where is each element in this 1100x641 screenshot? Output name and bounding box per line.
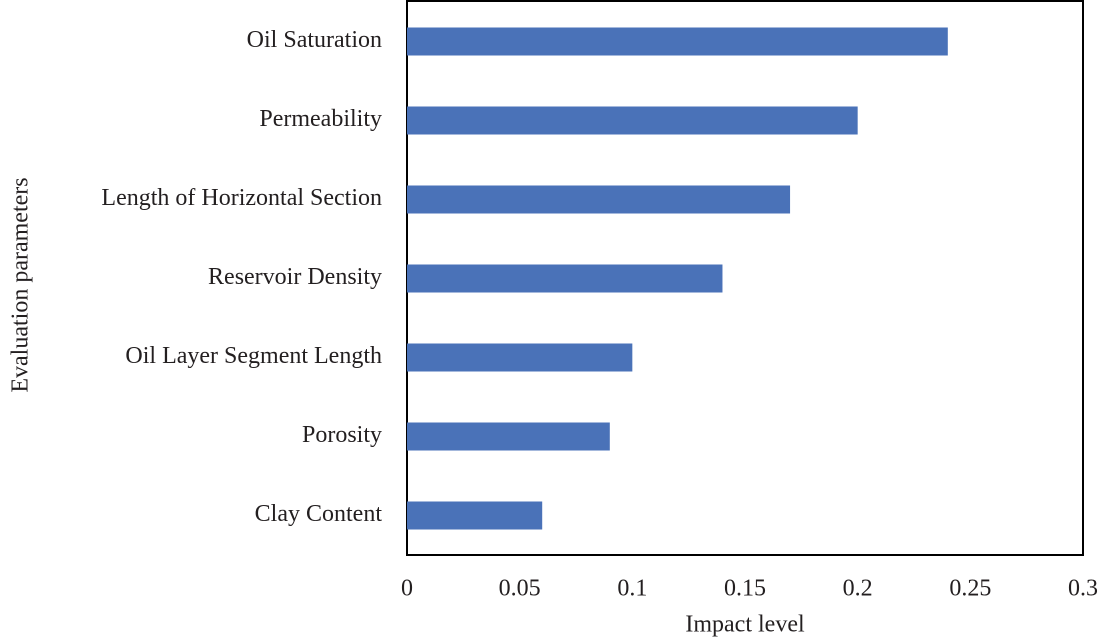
x-tick-label: 0.1	[617, 576, 647, 602]
bar	[407, 264, 723, 293]
x-tick-label: 0.2	[843, 576, 873, 602]
y-tick-label: Oil Saturation	[247, 27, 382, 53]
y-tick-label: Clay Content	[255, 501, 383, 527]
x-tick-label: 0.25	[949, 576, 991, 602]
y-tick-label: Porosity	[302, 422, 382, 448]
bar	[407, 106, 858, 135]
x-tick-label: 0.15	[724, 576, 766, 602]
bar	[407, 501, 543, 530]
y-tick-label: Length of Horizontal Section	[101, 185, 382, 211]
y-tick-label: Oil Layer Segment Length	[125, 343, 382, 369]
bar	[407, 27, 948, 56]
x-tick-label: 0.3	[1068, 576, 1098, 602]
x-axis-label: Impact level	[685, 612, 805, 638]
y-tick-label: Permeability	[259, 106, 382, 132]
x-tick-label: 0	[401, 576, 413, 602]
x-tick-label: 0.05	[499, 576, 541, 602]
bar	[407, 343, 633, 372]
bar	[407, 422, 610, 451]
bar	[407, 185, 791, 214]
y-tick-label: Reservoir Density	[208, 264, 382, 290]
y-axis-label: Evaluation parameters	[8, 177, 34, 392]
